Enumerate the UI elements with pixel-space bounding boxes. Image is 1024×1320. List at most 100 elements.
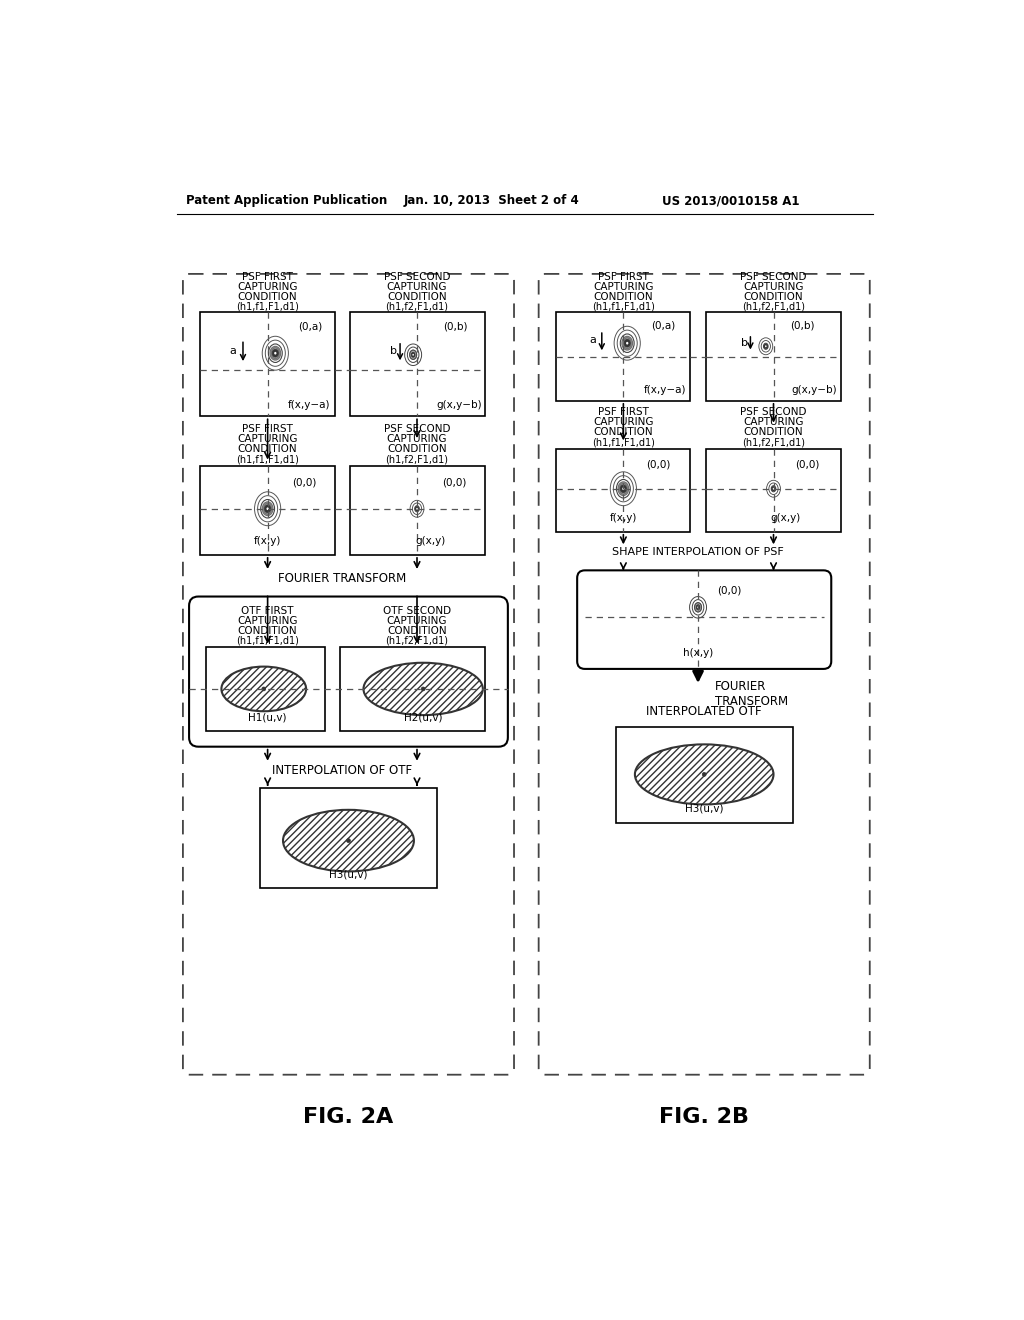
Ellipse shape [697, 606, 698, 609]
Ellipse shape [623, 487, 625, 490]
Text: a: a [589, 335, 596, 345]
Bar [706, 449, 841, 532]
Bar [200, 313, 335, 416]
Text: (h1,f1,F1,d1): (h1,f1,F1,d1) [592, 437, 654, 447]
Ellipse shape [622, 337, 633, 350]
Bar [340, 647, 484, 731]
Bar [206, 647, 326, 731]
Text: PSF SECOND: PSF SECOND [384, 424, 451, 434]
Text: b: b [390, 346, 397, 356]
Text: b: b [740, 338, 748, 348]
Text: CAPTURING: CAPTURING [593, 282, 653, 292]
Ellipse shape [416, 508, 418, 510]
Text: Jan. 10, 2013  Sheet 2 of 4: Jan. 10, 2013 Sheet 2 of 4 [403, 194, 580, 207]
Bar [200, 466, 335, 554]
Text: PSF SECOND: PSF SECOND [384, 272, 451, 282]
Text: CONDITION: CONDITION [238, 444, 297, 454]
Text: (0,0): (0,0) [646, 459, 671, 470]
Text: CONDITION: CONDITION [238, 292, 297, 301]
Text: H1(u,v): H1(u,v) [249, 711, 287, 722]
Ellipse shape [364, 663, 483, 715]
Text: INTERPOLATION OF OTF: INTERPOLATION OF OTF [272, 763, 413, 776]
Ellipse shape [415, 507, 419, 511]
Text: (h1,f2,F1,d1): (h1,f2,F1,d1) [385, 454, 449, 465]
Text: CONDITION: CONDITION [743, 292, 803, 301]
Text: CONDITION: CONDITION [387, 444, 446, 454]
Text: (0,a): (0,a) [651, 321, 676, 330]
Text: CAPTURING: CAPTURING [593, 417, 653, 428]
Bar [350, 313, 484, 416]
Text: (h1,f1,F1,d1): (h1,f1,F1,d1) [237, 454, 299, 465]
FancyBboxPatch shape [578, 570, 831, 669]
Text: (h1,f1,F1,d1): (h1,f1,F1,d1) [237, 636, 299, 645]
Text: CAPTURING: CAPTURING [387, 615, 447, 626]
Ellipse shape [635, 744, 773, 804]
Text: CAPTURING: CAPTURING [238, 615, 298, 626]
Text: (0,0): (0,0) [796, 459, 819, 470]
Text: PSF FIRST: PSF FIRST [243, 424, 293, 434]
Ellipse shape [270, 346, 281, 360]
Text: FIG. 2A: FIG. 2A [303, 1107, 393, 1127]
Ellipse shape [764, 345, 768, 348]
FancyBboxPatch shape [189, 597, 508, 747]
Bar [556, 449, 690, 532]
Text: PSF FIRST: PSF FIRST [598, 272, 649, 282]
Text: (0,0): (0,0) [293, 478, 316, 487]
Text: US 2013/0010158 A1: US 2013/0010158 A1 [662, 194, 800, 207]
Ellipse shape [696, 605, 700, 610]
Ellipse shape [621, 484, 627, 492]
Text: CONDITION: CONDITION [238, 626, 297, 636]
Text: g(x,y−b): g(x,y−b) [792, 385, 838, 395]
Text: H2(u,v): H2(u,v) [403, 711, 442, 722]
Text: (h1,f2,F1,d1): (h1,f2,F1,d1) [385, 302, 449, 312]
Text: FOURIER TRANSFORM: FOURIER TRANSFORM [279, 572, 407, 585]
Text: SHAPE INTERPOLATION OF PSF: SHAPE INTERPOLATION OF PSF [612, 548, 784, 557]
Text: g(x,y): g(x,y) [416, 536, 446, 545]
Text: OTF SECOND: OTF SECOND [383, 606, 451, 615]
Text: f(x,y−a): f(x,y−a) [289, 400, 331, 411]
Text: (0,a): (0,a) [298, 322, 323, 331]
Text: PSF FIRST: PSF FIRST [598, 407, 649, 417]
Bar [706, 313, 841, 401]
Text: (h1,f2,F1,d1): (h1,f2,F1,d1) [742, 437, 805, 447]
Text: (h1,f1,F1,d1): (h1,f1,F1,d1) [237, 302, 299, 312]
Ellipse shape [221, 667, 306, 711]
Text: H3(u,v): H3(u,v) [685, 804, 724, 813]
Text: INTERPOLATED OTF: INTERPOLATED OTF [646, 705, 762, 718]
Bar [260, 788, 437, 888]
Text: CAPTURING: CAPTURING [387, 434, 447, 444]
Ellipse shape [617, 482, 629, 495]
Text: (0,b): (0,b) [791, 321, 815, 330]
Text: FOURIER
TRANSFORM: FOURIER TRANSFORM [715, 680, 788, 708]
Ellipse shape [626, 342, 629, 345]
Text: CONDITION: CONDITION [387, 626, 446, 636]
Bar [615, 726, 793, 822]
Bar [350, 466, 484, 554]
Text: CAPTURING: CAPTURING [743, 282, 804, 292]
Text: CONDITION: CONDITION [387, 292, 446, 301]
Ellipse shape [412, 352, 415, 358]
Text: PSF SECOND: PSF SECOND [740, 272, 807, 282]
Text: f(x,y−a): f(x,y−a) [644, 385, 686, 395]
Text: CAPTURING: CAPTURING [238, 434, 298, 444]
Text: (0,0): (0,0) [441, 478, 466, 487]
Text: CAPTURING: CAPTURING [387, 282, 447, 292]
Text: CONDITION: CONDITION [743, 428, 803, 437]
Ellipse shape [272, 350, 279, 358]
Text: h(x,y): h(x,y) [683, 648, 713, 659]
Ellipse shape [262, 686, 265, 690]
Ellipse shape [765, 346, 767, 347]
Text: CONDITION: CONDITION [594, 292, 653, 301]
Text: (0,0): (0,0) [717, 586, 741, 595]
Text: H3(u,v): H3(u,v) [330, 869, 368, 879]
Ellipse shape [421, 686, 425, 690]
Ellipse shape [773, 488, 774, 490]
Ellipse shape [625, 339, 631, 347]
Text: (h1,f1,F1,d1): (h1,f1,F1,d1) [592, 302, 654, 312]
Text: g(x,y): g(x,y) [770, 512, 800, 523]
Text: PSF SECOND: PSF SECOND [740, 407, 807, 417]
Ellipse shape [346, 838, 350, 842]
Bar [556, 313, 690, 401]
Ellipse shape [413, 354, 414, 355]
Text: PSF FIRST: PSF FIRST [243, 272, 293, 282]
